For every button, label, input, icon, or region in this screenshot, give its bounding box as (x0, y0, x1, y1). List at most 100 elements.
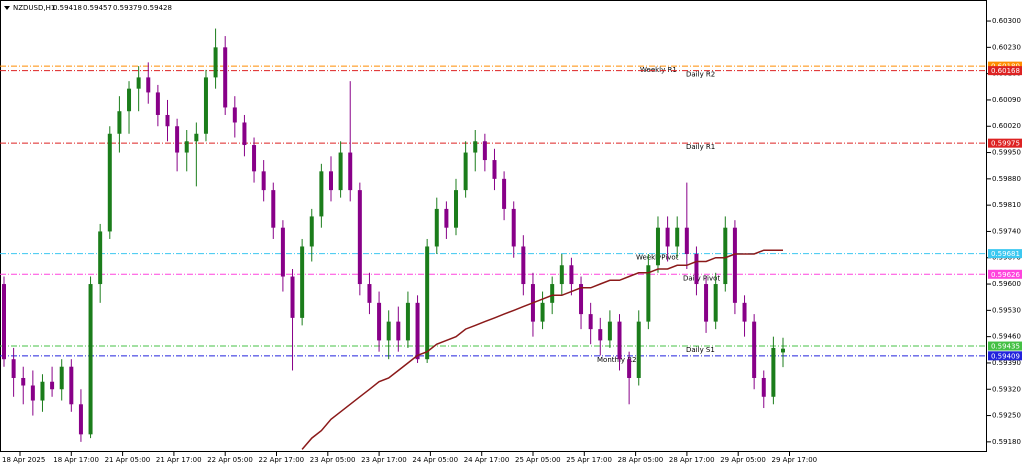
candle-body (280, 227, 285, 277)
candle-body (242, 122, 247, 146)
candle-body (88, 284, 93, 435)
menu-triangle[interactable] (4, 6, 10, 10)
x-tick-label: 24 Apr 17:00 (464, 456, 510, 464)
candle-body (309, 216, 314, 247)
candle-body (290, 276, 295, 318)
candle-body (136, 77, 141, 89)
candle-body (415, 302, 420, 360)
x-tick-label: 29 Apr 05:00 (720, 456, 766, 464)
candle-body (646, 265, 651, 322)
candle-body (598, 329, 603, 341)
header-value: 0.59379 (113, 4, 142, 12)
candle-body (463, 152, 468, 191)
candle-body (386, 321, 391, 341)
y-tick-label: 0.60230 (992, 43, 1021, 51)
moving-average (301, 249, 783, 450)
price-box-label: 0.59681 (991, 250, 1020, 258)
candle-body (175, 126, 180, 153)
x-tick-label: 22 Apr 17:00 (259, 456, 305, 464)
price-box (988, 341, 1022, 351)
candle-body (607, 321, 612, 341)
candle-body (781, 348, 785, 353)
price-box (988, 138, 1022, 148)
level-name: Weekly R1 (640, 66, 677, 74)
level-name: Daily Pivot (683, 274, 720, 282)
candle-body (579, 284, 584, 315)
candle-body (521, 246, 526, 285)
candle-body (50, 381, 55, 390)
y-tick-label: 0.59180 (992, 438, 1021, 446)
candle-body (213, 47, 218, 78)
candle-body (184, 141, 189, 153)
candle-body (684, 227, 689, 254)
candle-body (617, 321, 622, 360)
candle-body (127, 88, 132, 112)
candle-body (502, 178, 507, 209)
candle-body (665, 227, 670, 247)
candle-body (338, 152, 343, 191)
candle-body (713, 284, 718, 322)
x-tick-label: 21 Apr 05:00 (105, 456, 151, 464)
candle-body (732, 227, 737, 303)
candle-body (328, 171, 333, 191)
candle-body (357, 190, 362, 285)
y-tick-label: 0.59390 (992, 359, 1021, 367)
candle-body (146, 77, 151, 93)
y-tick-label: 0.59740 (992, 227, 1021, 235)
candle-body (704, 284, 709, 322)
candle-body (454, 190, 459, 228)
candle-body (377, 302, 382, 341)
x-tick-label: 25 Apr 05:00 (515, 456, 561, 464)
candle-body (655, 227, 660, 266)
price-box (988, 66, 1022, 76)
candle-body (40, 381, 45, 401)
candle-body (492, 160, 497, 179)
x-tick-label: 21 Apr 17:00 (156, 456, 202, 464)
candle-body (21, 377, 26, 386)
candle-body (559, 265, 564, 285)
candle-body (11, 359, 16, 378)
candle-body (117, 111, 122, 134)
candle-body (482, 141, 487, 161)
candle-body (155, 92, 160, 115)
candle-body (444, 208, 449, 228)
y-tick-label: 0.59600 (992, 280, 1021, 288)
price-box-label: 0.59626 (991, 271, 1020, 279)
candle-body (59, 366, 64, 390)
plot-frame (0, 0, 987, 452)
candle-body (69, 366, 74, 405)
candle-body (98, 231, 103, 285)
candle-body (165, 114, 170, 127)
x-tick-label: 29 Apr 17:00 (772, 456, 818, 464)
level-name: Daily R1 (686, 143, 715, 151)
x-tick-label: 18 Apr 17:00 (53, 456, 99, 464)
candle-body (540, 302, 545, 322)
candle-body (569, 265, 574, 285)
header-value: 0.59457 (83, 4, 112, 12)
y-tick-label: 0.59320 (992, 385, 1021, 393)
x-tick-label: 24 Apr 05:00 (412, 456, 458, 464)
candle-body (319, 171, 324, 217)
candle-body (252, 145, 257, 172)
candle-body (107, 133, 112, 232)
x-tick-label: 28 Apr 17:00 (669, 456, 715, 464)
header-value: 0.59428 (143, 4, 172, 12)
candle-body (2, 284, 6, 360)
candle-body (300, 246, 305, 318)
candle-body (675, 227, 680, 247)
candle-body (194, 133, 199, 142)
candle-body (434, 208, 439, 247)
x-tick-label: 18 Apr 2025 (2, 456, 45, 464)
candle-body (30, 385, 35, 401)
y-tick-label: 0.59950 (992, 149, 1021, 157)
candle-body (405, 302, 410, 341)
header-value: 0.59418 (53, 4, 82, 12)
candle-body (232, 107, 237, 123)
candle-body (473, 141, 478, 153)
level-name: Monthly R2 (597, 356, 637, 364)
candle-body (694, 253, 699, 285)
level-name: Daily R2 (686, 71, 715, 79)
candle-body (271, 190, 276, 228)
candle-body (636, 321, 641, 378)
